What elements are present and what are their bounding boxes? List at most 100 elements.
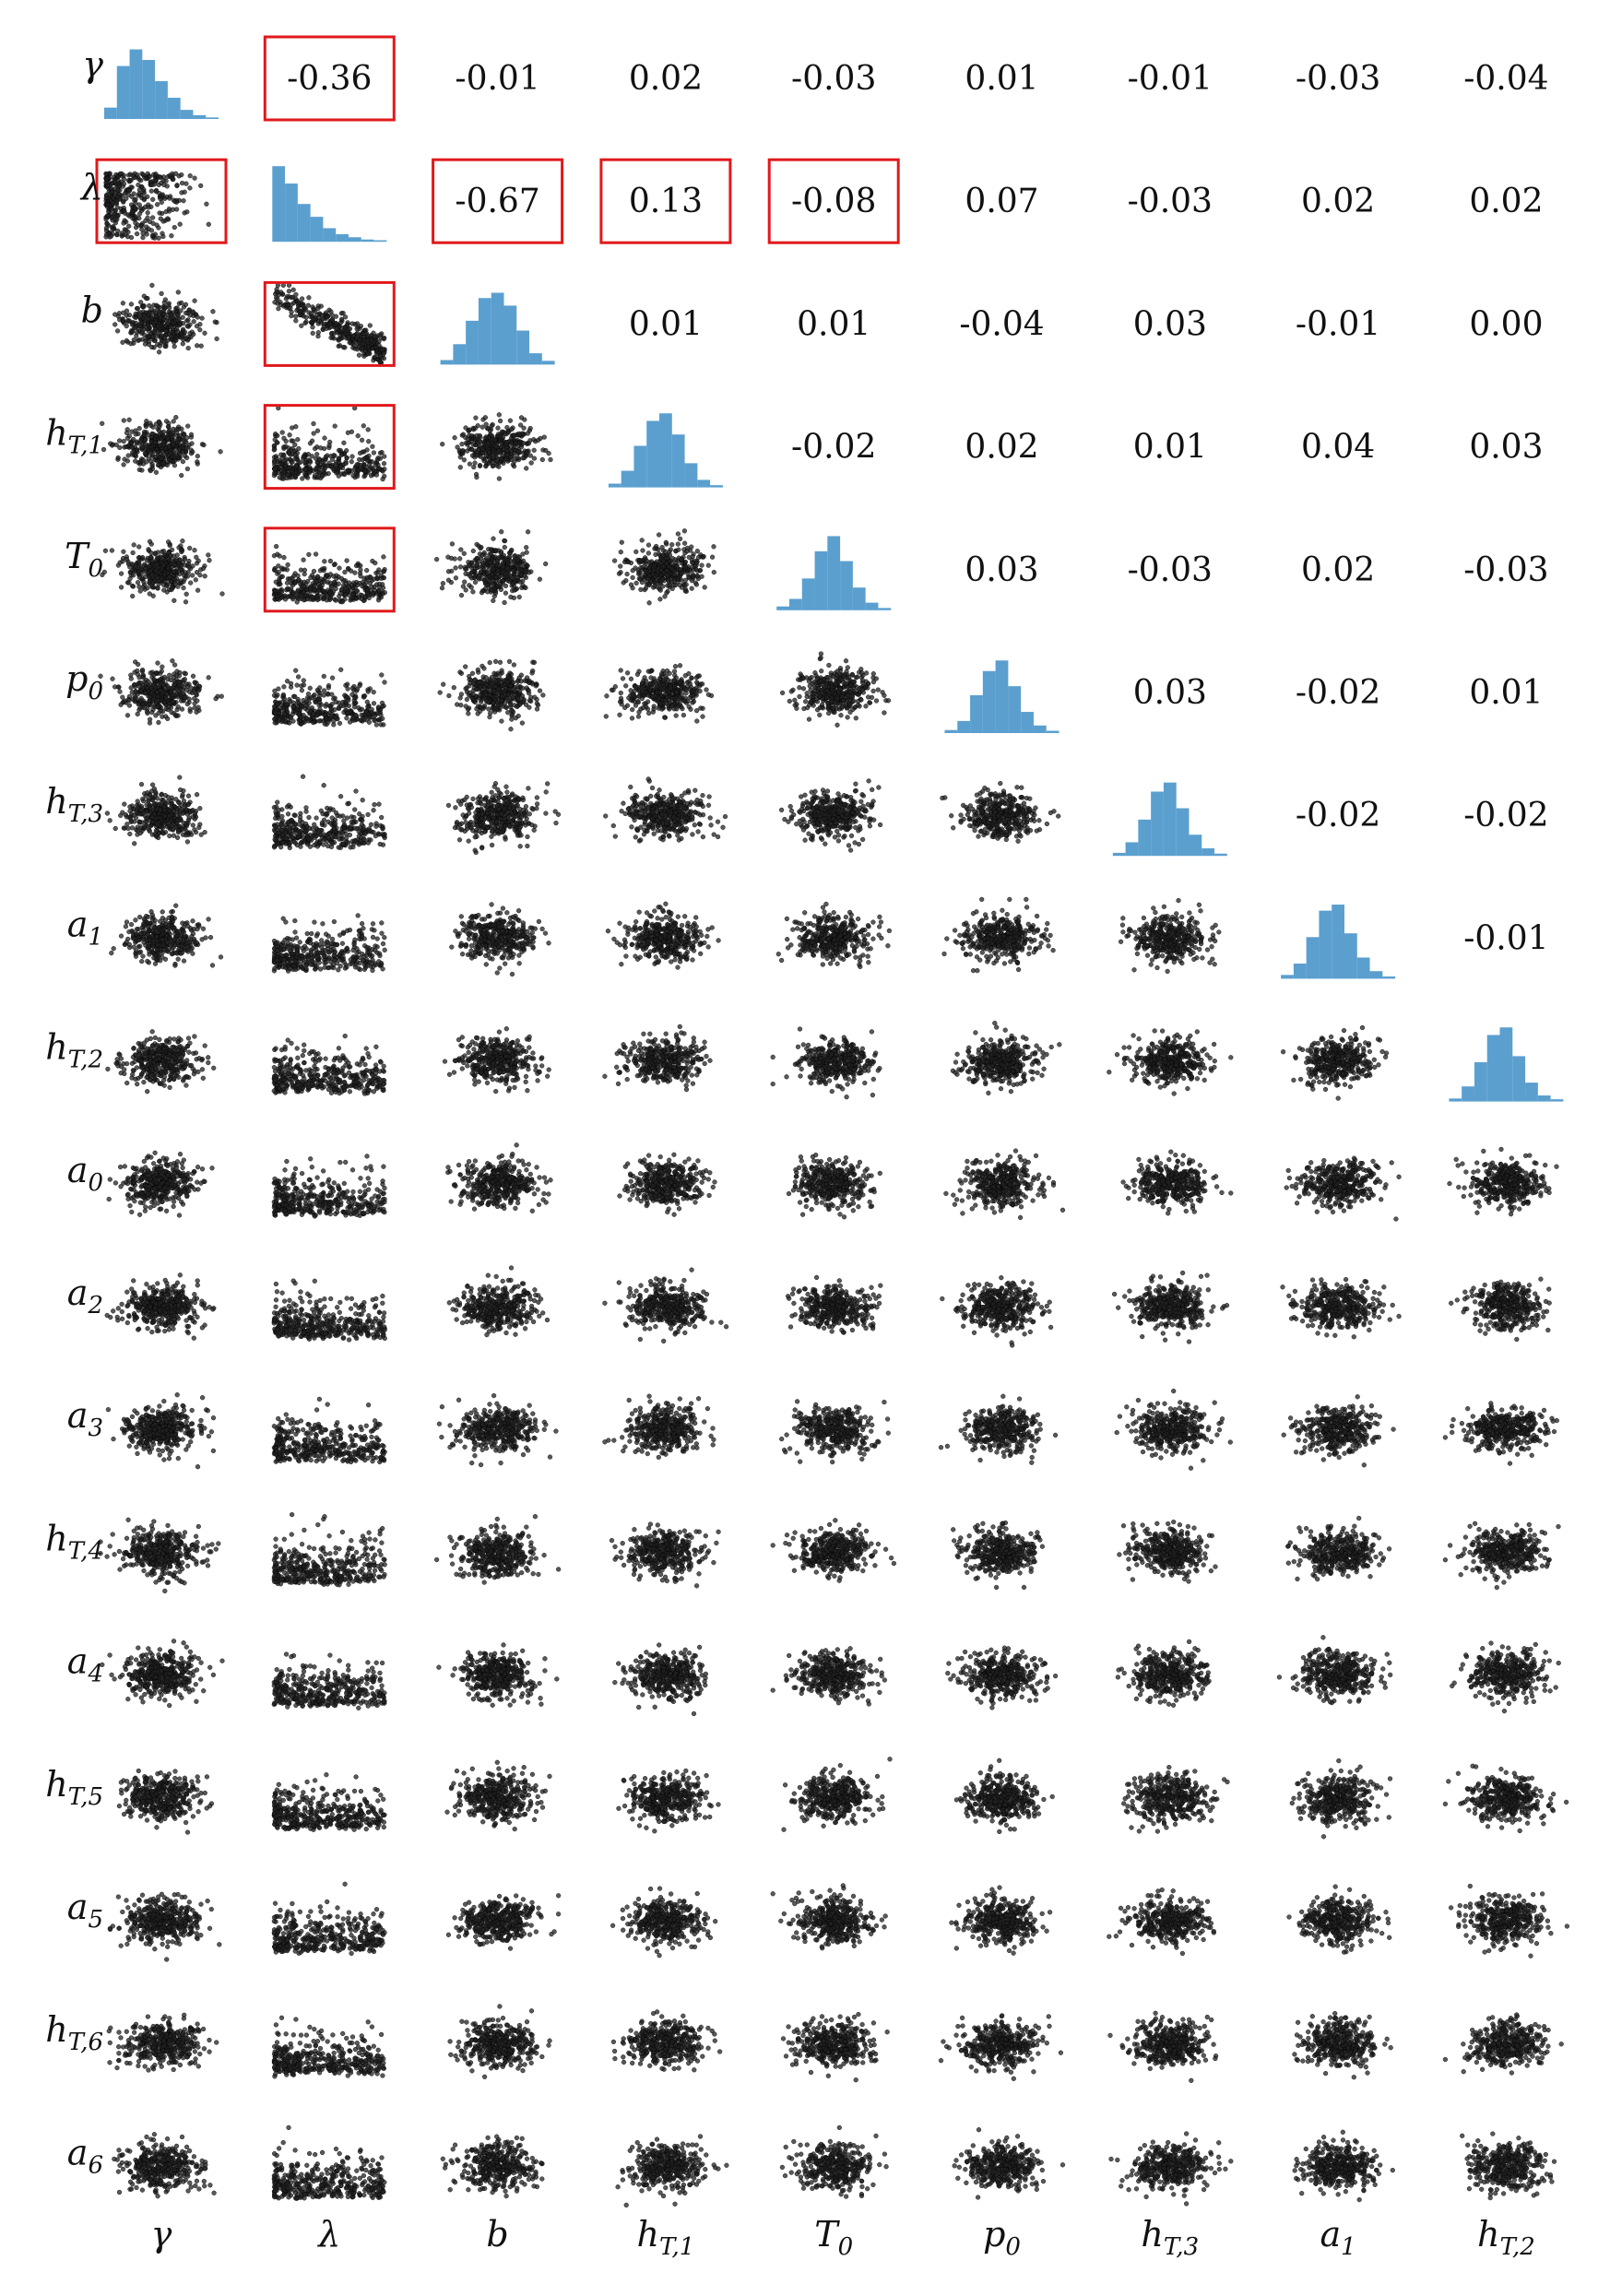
scatter-point xyxy=(136,327,141,332)
scatter-point xyxy=(183,557,187,562)
scatter-point xyxy=(116,456,121,460)
scatter-point xyxy=(137,177,142,182)
scatter-point xyxy=(113,220,118,225)
scatter-point xyxy=(105,222,110,227)
scatter-point xyxy=(117,439,122,444)
scatter-point xyxy=(156,459,160,464)
scatter-point xyxy=(124,338,129,343)
scatter-point xyxy=(302,304,306,309)
scatter-point xyxy=(532,456,537,461)
scatter-point xyxy=(145,558,149,562)
scatter-point xyxy=(342,441,347,445)
scatter-point xyxy=(149,229,154,233)
scatter-point xyxy=(297,301,302,305)
scatter-point xyxy=(286,302,290,307)
scatter-point xyxy=(440,442,444,446)
scatter-point xyxy=(315,429,320,433)
scatter-point xyxy=(171,177,175,182)
scatter-point xyxy=(316,466,321,470)
histogram-bar xyxy=(1500,1027,1513,1101)
scatter-point xyxy=(105,202,110,207)
scatter-point xyxy=(203,331,207,336)
scatter-point xyxy=(181,459,185,464)
scatter-point xyxy=(128,172,133,177)
scatter-point xyxy=(187,546,192,550)
scatter-point xyxy=(285,581,290,586)
scatter-point xyxy=(144,566,148,571)
scatter-point xyxy=(281,470,286,475)
scatter-point xyxy=(171,315,175,320)
histogram-bar xyxy=(1344,933,1357,978)
scatter-point xyxy=(153,440,158,444)
scatter-point xyxy=(172,225,177,230)
scatter-point xyxy=(323,466,327,470)
scatter-point xyxy=(125,213,130,218)
scatter-point xyxy=(297,469,302,474)
scatter-point xyxy=(111,227,115,231)
scatter-point xyxy=(505,425,510,430)
scatter-point xyxy=(465,449,469,454)
scatter-point xyxy=(123,192,127,196)
scatter-point xyxy=(100,421,104,426)
scatter-point xyxy=(362,354,367,359)
scatter-point xyxy=(179,172,183,177)
scatter-point xyxy=(166,303,171,308)
scatter-point xyxy=(137,211,142,216)
scatter-point xyxy=(361,423,366,428)
scatter-point xyxy=(329,454,334,458)
scatter-point xyxy=(149,345,154,349)
scatter-point xyxy=(148,325,152,330)
histogram-bar xyxy=(1126,842,1139,856)
scatter-point xyxy=(315,313,320,317)
scatter-point xyxy=(193,548,197,552)
scatter-point xyxy=(110,207,114,212)
histogram-bar xyxy=(1357,957,1370,978)
scatter-point xyxy=(158,196,162,201)
scatter-point xyxy=(147,313,151,317)
scatter-point xyxy=(329,325,334,329)
scatter-point xyxy=(493,438,498,443)
scatter-point xyxy=(182,198,186,203)
scatter-point xyxy=(175,313,180,317)
histogram-8 xyxy=(1449,1027,1563,1101)
scatter-point xyxy=(335,322,339,326)
scatter-point xyxy=(302,455,306,459)
scatter-point xyxy=(478,444,482,448)
histogram-bar xyxy=(1214,854,1227,856)
scatter-point xyxy=(132,337,136,342)
scatter-point xyxy=(314,452,319,456)
scatter-point xyxy=(178,453,183,457)
scatter-point xyxy=(162,572,167,576)
scatter-point xyxy=(278,453,283,457)
scatter-point xyxy=(152,338,157,343)
scatter-point xyxy=(195,588,200,593)
scatter-point xyxy=(359,324,363,328)
histogram-bar xyxy=(957,721,970,733)
scatter-point xyxy=(158,420,162,425)
scatter-point xyxy=(134,312,138,316)
scatter-point xyxy=(504,440,509,444)
scatter-point xyxy=(339,317,344,322)
scatter-point xyxy=(348,340,352,345)
scatter-point xyxy=(141,457,146,462)
histogram-2 xyxy=(441,293,555,365)
scatter-point xyxy=(141,172,146,177)
scatter-point xyxy=(287,289,291,293)
scatter-point xyxy=(160,550,164,554)
scatter-point xyxy=(127,313,132,317)
histogram-bar xyxy=(646,420,659,487)
scatter-point xyxy=(186,346,191,350)
scatter-point xyxy=(308,459,313,464)
scatter-point xyxy=(162,306,167,311)
scatter-point xyxy=(298,309,302,314)
scatter-point xyxy=(206,553,210,558)
scatter-panel-1-0 xyxy=(104,172,211,241)
scatter-point xyxy=(468,462,472,467)
scatter-point xyxy=(163,298,168,302)
scatter-point xyxy=(280,431,285,435)
scatter-point xyxy=(549,457,553,462)
scatter-point xyxy=(112,175,116,180)
scatter-layer xyxy=(99,172,1569,2207)
scatter-point xyxy=(104,195,109,200)
histogram-bar xyxy=(361,240,374,242)
